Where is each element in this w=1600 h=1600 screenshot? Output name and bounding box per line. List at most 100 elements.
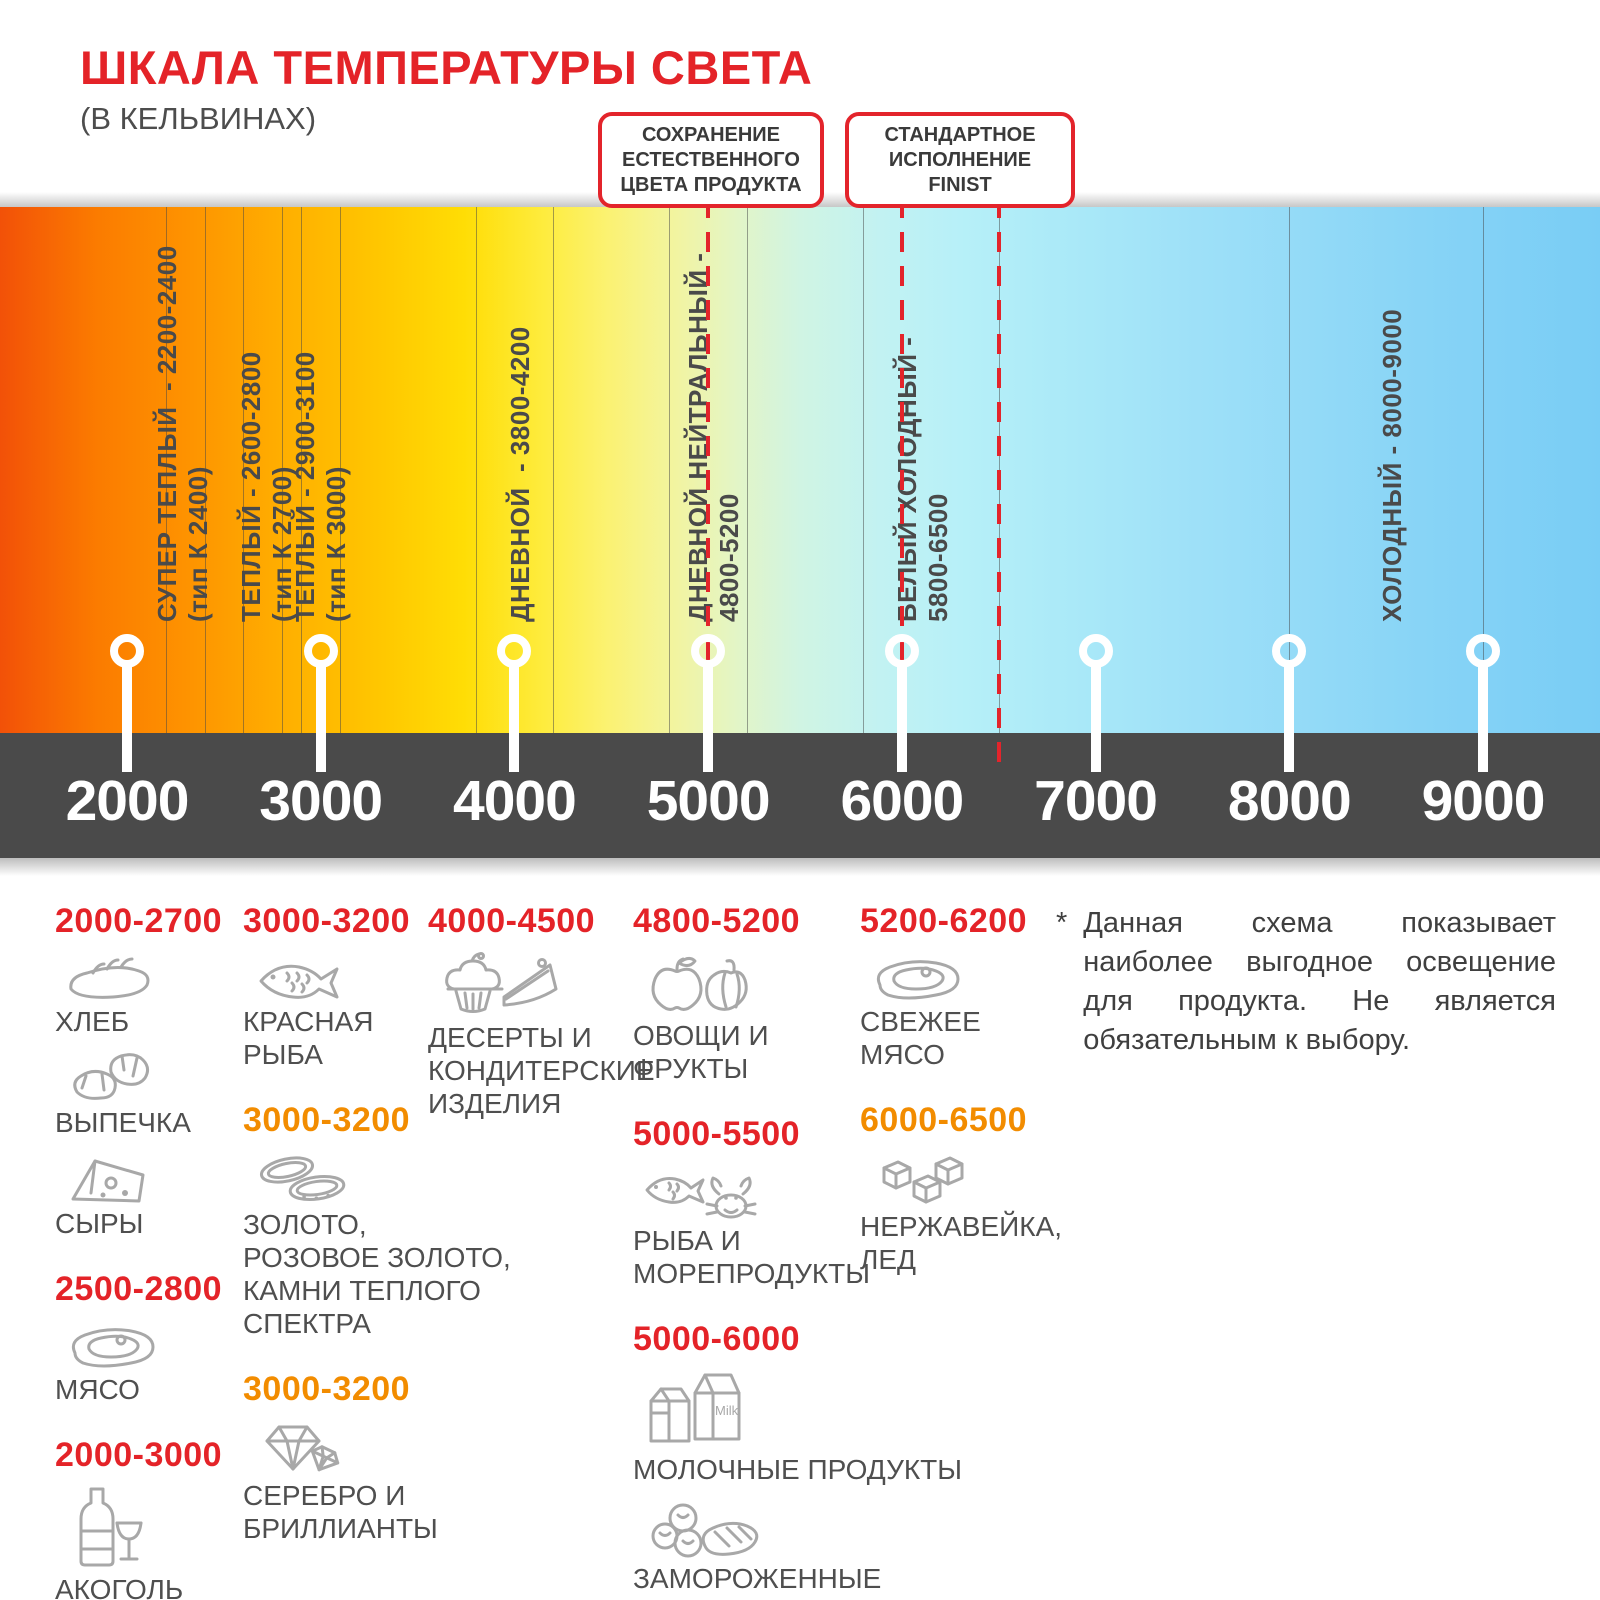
svg-text:Milk: Milk bbox=[715, 1403, 739, 1418]
scale-gridline bbox=[165, 207, 167, 733]
tick-marker-stem bbox=[509, 666, 520, 772]
tick-marker-ring bbox=[884, 634, 919, 668]
legend-item-label: ЗАМОРОЖЕННЫЕ ПОЛУФАБРИКАТЫ bbox=[633, 1563, 882, 1600]
scale-gridline bbox=[475, 207, 477, 733]
tick-marker-stem bbox=[1284, 666, 1295, 772]
axis-bottom-shadow bbox=[0, 858, 1600, 876]
legend-column: 4000-4500 ДЕСЕРТЫ И КОНДИТЕРСКИЕ ИЗДЕЛИЯ bbox=[428, 902, 655, 1120]
scale-band-label: ДНЕВНОЙ - 3800-4200 bbox=[504, 326, 535, 622]
legend-block: 4000-4500 ДЕСЕРТЫ И КОНДИТЕРСКИЕ ИЗДЕЛИЯ bbox=[428, 902, 655, 1120]
page-title: ШКАЛА ТЕМПЕРАТУРЫ СВЕТА bbox=[80, 41, 813, 94]
tick-marker-stem bbox=[1478, 666, 1488, 772]
legend-column: 3000-3200 КРАСНАЯ РЫБА 3000-3200 ЗОЛОТО, РО… bbox=[243, 902, 511, 1545]
scale-band-label: СУПЕР ТЕПЛЫЙ - 2200-2400 (тип К 2400) bbox=[152, 245, 214, 622]
legend-range: 5000-5500 bbox=[633, 1115, 801, 1153]
meat-icon bbox=[65, 1319, 235, 1371]
legend-item: СЕРЕБРО И БРИЛЛИАНТЫ bbox=[243, 1419, 483, 1545]
legend-column: 5200-6200 СВЕЖЕЕ МЯСО 6000-6500 НЕРЖАВЕЙКА,… bbox=[860, 902, 1070, 1276]
scale-gridline bbox=[1483, 207, 1484, 733]
tick-label: 6000 bbox=[840, 769, 964, 833]
legend-item: ОВОЩИ И ФРУКТЫ bbox=[633, 951, 933, 1085]
tick-marker-stem bbox=[1090, 666, 1101, 772]
footnote: * Данная схема показывает наиболее выгод… bbox=[1056, 904, 1556, 1060]
callout-box: СТАНДАРТНОЕ ИСПОЛНЕНИЕ FINIST bbox=[845, 112, 1075, 208]
legend-block: 3000-3200 КРАСНАЯ РЫБА bbox=[243, 902, 483, 1071]
legend-item: НЕРЖАВЕЙКА, ЛЕД bbox=[860, 1150, 1070, 1276]
scale-band-label: ДНЕВНОЙ НЕЙТРАЛЬНЫЙ - 4800-5200 bbox=[683, 252, 744, 622]
tick-marker-ring bbox=[110, 634, 144, 668]
tick-label: 9000 bbox=[1421, 769, 1546, 833]
footnote-asterisk: * bbox=[1056, 907, 1068, 939]
scale-gridline bbox=[669, 207, 671, 733]
tick-label: 3000 bbox=[259, 769, 383, 833]
croissant-icon bbox=[65, 1048, 235, 1104]
fresh-meat-icon bbox=[870, 951, 1070, 1003]
scale-gridline bbox=[746, 207, 748, 733]
legend-column: 4800-5200 ОВОЩИ И ФРУКТЫ 5000-5500 РЫБА И М… bbox=[633, 902, 963, 1600]
tick-marker-stem bbox=[896, 666, 907, 772]
cheese-icon bbox=[65, 1149, 235, 1205]
scale-gridline bbox=[282, 207, 283, 733]
tick-label: 7000 bbox=[1034, 769, 1158, 833]
legend-item-label: СЕРЕБРО И БРИЛЛИАНТЫ bbox=[243, 1480, 438, 1544]
legend-block: 5000-6000 Milk МОЛОЧНЫЕ ПРОДУКТЫ ЗАМОРОЖЕНН… bbox=[633, 1320, 963, 1600]
legend-item: СЫРЫ bbox=[55, 1149, 235, 1240]
legend-range: 2000-2700 bbox=[55, 902, 223, 940]
legend-item-label: РЫБА И МОРЕПРОДУКТЫ bbox=[633, 1225, 871, 1289]
legend-block: 3000-3200 СЕРЕБРО И БРИЛЛИАНТЫ bbox=[243, 1370, 483, 1545]
axis-bar bbox=[0, 733, 1600, 858]
legend-item: ЗАМОРОЖЕННЫЕ ПОЛУФАБРИКАТЫ bbox=[633, 1496, 933, 1600]
seafood-icon bbox=[643, 1164, 933, 1222]
tick-label: 5000 bbox=[646, 769, 771, 833]
legend-block: 6000-6500 НЕРЖАВЕЙКА, ЛЕД bbox=[860, 1101, 1070, 1276]
tick-marker-ring bbox=[497, 634, 532, 668]
scale-gridline bbox=[243, 207, 245, 733]
gradient-band bbox=[0, 207, 1600, 733]
legend-range: 3000-3200 bbox=[243, 1101, 411, 1139]
legend-block: 2000-3000 АКОГОЛЬ bbox=[55, 1436, 235, 1600]
legend-block: 5000-5500 РЫБА И МОРЕПРОДУКТЫ bbox=[633, 1115, 933, 1290]
scale-gridline bbox=[863, 207, 865, 733]
legend-range: 5200-6200 bbox=[860, 902, 1028, 940]
legend-item-label: АКОГОЛЬ bbox=[55, 1574, 184, 1600]
legend-item: ДЕСЕРТЫ И КОНДИТЕРСКИЕ ИЗДЕЛИЯ bbox=[428, 951, 655, 1120]
tick-label: 4000 bbox=[453, 769, 577, 833]
legend-range: 2500-2800 bbox=[55, 1270, 223, 1308]
rings-icon bbox=[253, 1150, 483, 1206]
page-subtitle: (В КЕЛЬВИНАХ) bbox=[80, 101, 317, 136]
tick-marker-stem bbox=[703, 666, 714, 772]
scale-band-label: ХОЛОДНЫЙ - 8000-9000 bbox=[1376, 308, 1407, 622]
legend-item-label: СЫРЫ bbox=[55, 1208, 144, 1239]
tick-marker-stem bbox=[315, 666, 326, 772]
fish-icon bbox=[253, 951, 483, 1003]
scale-band-label: ТЕПЛЫЙ - 2900-3100 (тип К 3000) bbox=[289, 351, 351, 622]
legend-block: 2000-2700 ХЛЕБ ВЫПЕЧКА СЫРЫ bbox=[55, 902, 235, 1240]
legend-item: РЫБА И МОРЕПРОДУКТЫ bbox=[633, 1164, 933, 1290]
legend-item: АКОГОЛЬ bbox=[55, 1485, 235, 1600]
callout-box: СОХРАНЕНИЕ ЕСТЕСТВЕННОГО ЦВЕТА ПРОДУКТА bbox=[598, 112, 824, 208]
legend-item: ХЛЕБ bbox=[55, 951, 235, 1038]
tick-label: 8000 bbox=[1227, 769, 1352, 833]
callout-leader-line bbox=[996, 198, 1001, 768]
scale-band-label: ТЕПЛЫЙ - 2600-2800 (тип К 2700) bbox=[235, 351, 297, 622]
tick-marker-ring bbox=[1078, 634, 1113, 668]
tick-marker-ring bbox=[691, 634, 726, 668]
legend-range: 2000-3000 bbox=[55, 1436, 223, 1474]
legend-item-label: ДЕСЕРТЫ И КОНДИТЕРСКИЕ ИЗДЕЛИЯ bbox=[428, 1022, 655, 1119]
legend-range: 6000-6500 bbox=[860, 1101, 1028, 1139]
legend-item: ЗОЛОТО, РОЗОВОЕ ЗОЛОТО, КАМНИ ТЕПЛОГО СП… bbox=[243, 1150, 511, 1340]
callout-leader-line bbox=[899, 198, 904, 768]
legend-item: СВЕЖЕЕ МЯСО bbox=[860, 951, 1070, 1071]
scale-gridline bbox=[553, 207, 555, 733]
legend-block: 5200-6200 СВЕЖЕЕ МЯСО bbox=[860, 902, 1070, 1071]
scale-gridline bbox=[340, 207, 342, 733]
legend-item: ВЫПЕЧКА bbox=[55, 1048, 235, 1139]
legend-item-label: КРАСНАЯ РЫБА bbox=[243, 1006, 374, 1070]
footnote-text: Данная схема показывает наиболее выгодно… bbox=[1083, 907, 1556, 1056]
legend-block: 2500-2800 МЯСО bbox=[55, 1270, 235, 1406]
diamond-icon bbox=[253, 1419, 483, 1477]
legend-item-label: ХЛЕБ bbox=[55, 1006, 130, 1037]
legend-item-label: МОЛОЧНЫЕ ПРОДУКТЫ bbox=[633, 1454, 963, 1485]
callout-leader-line bbox=[706, 198, 711, 768]
